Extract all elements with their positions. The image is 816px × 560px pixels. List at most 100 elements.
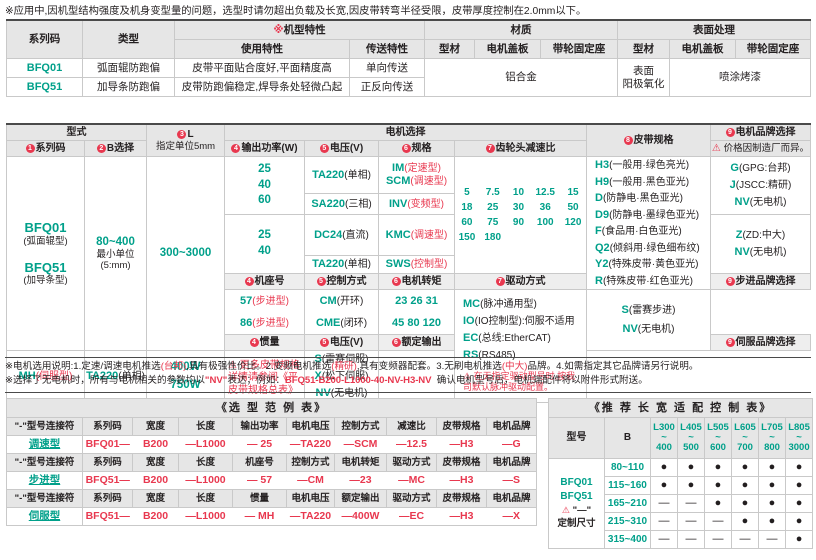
example-value-text: X [513,510,521,523]
spec-cell-surface-profile: 表面 阳极氧化 [617,58,671,97]
length-bot: 800 [764,441,780,453]
badge-9-icon: 9 [725,337,735,347]
recommend-mark: ● [731,476,759,495]
mid-note-2q: "NV" [204,374,228,386]
ratio: 75 [487,217,499,228]
gear-ratio-grid: 5 7.5 10 12.5 15 18 25 30 36 50 60 [455,185,586,245]
divider-rule-2 [5,392,811,393]
builder-th-spec: 6 规格 [378,140,455,157]
example-col-header: 宽度 [132,417,179,436]
top-note-text: ※应用中,因机型结构强度及机身变型量的问题，选型时请勿超出负载及长宽,因皮带转弯… [5,6,587,17]
builder-th-voltage-label: 电压(V) [329,142,364,154]
power-value: 60 [258,194,271,207]
recommend-title-row: 《推 荐 长 宽 适 配 控 制 表》 [547,398,814,418]
torque-row-2: 45 80 120 [392,317,441,329]
ratio: 18 [461,202,473,213]
badge-4-icon: 4 [231,143,241,153]
example-value: B200 [132,471,179,490]
spec-code: INV [388,197,408,210]
example-value: —S [486,471,538,490]
recommend-table-wrap: 《推 荐 长 宽 适 配 控 制 表》 型号 B L300 ~ 400 L405… [547,398,814,549]
recommend-b-value: 80~110 [604,458,651,477]
control-code: CME [315,317,341,329]
example-value-text: CM [307,474,324,487]
builder-th-series-code-label: 系列码 [35,142,66,154]
tilde-icon: ~ [715,432,721,444]
length-top: L300 [653,422,675,434]
brand-code: S [621,304,629,317]
recommend-table: 《推 荐 长 宽 适 配 控 制 表》 型号 B L300 ~ 400 L405… [547,398,814,549]
spec-cell-type: 加导条防跑偏 [82,77,175,97]
spec-note: (定速型) [404,163,441,175]
drive-code: IO [463,315,475,328]
brand-note: (无电机) [749,247,787,258]
example-col-header: 长度 [178,489,233,508]
belt-item: Q2(倾斜用·绿色细布纹) [595,240,710,257]
belt-note: (食品用·白色亚光) [601,226,682,237]
example-col-header: 电机转矩 [334,453,387,472]
example-col-header: 驱动方式 [386,453,437,472]
tilde-icon: ~ [742,432,748,444]
brand-item: Z(ZD:中大) [711,227,810,244]
spec-th-series-code: 系列码 [6,19,83,59]
builder-cell-ac-brands: G(GPG:台邦) J(JSCC:精研) NV(无电机) [710,156,811,215]
spec-overview-table: 系列码 类型 ※机型特性 材质 表面处理 使用特性 传送特性 型材 电机盖板 带… [6,19,812,97]
belt-item: D(防静电·黑色亚光) [595,190,710,207]
example-value: BFQ01— [82,435,133,454]
builder-th-belt-label: 皮带规格 [633,134,674,146]
badge-1-icon: 1 [25,143,35,153]
voltage-code: DC24 [314,228,343,241]
belt-item: R(特殊皮带·红色亚光) [595,273,710,290]
spec-header-row-1: 系列码 类型 ※机型特性 材质 表面处理 [6,19,812,59]
example-value-text: 23 [359,474,372,487]
builder-servo-body-row: MH(伺服型) TA220(单相) 400W 750W ⚠ 更多皮带规格详情请参… [6,349,811,404]
belt-item: Y2(特殊皮带·黄色亚光) [595,256,710,273]
badge-5-icon: 5 [319,337,329,347]
ratio: 15 [567,187,579,198]
example-value: — 25 [232,435,287,454]
ratio: 100 [536,217,554,228]
badge-2-icon: 2 [96,143,106,153]
recommend-th-model: 型号 [548,417,605,459]
belt-code: H9 [595,175,610,188]
example-dash: — [185,438,196,451]
example-dash: — [502,510,514,523]
frame-code: 86 [240,317,253,329]
builder-cell-power-ac1: 25 40 60 [224,156,305,215]
spec-th-material: 材质 [423,19,619,40]
example-col-header: 长度 [178,453,233,472]
builder-th-output-power-label: 输出功率(W) [241,142,298,154]
builder-th-frame-no: 4 机座号 [224,273,305,290]
builder-th-voltage2-label: 电压(V) [329,336,364,348]
belt-code: Y2 [595,258,609,270]
recommend-header-row: 型号 B L300 ~ 400 L405 ~ 500 L505 ~ 600 [548,417,814,459]
example-value: —TA220 [286,507,335,526]
brand-item: NV(无电机) [711,194,810,211]
badge-8-icon: 8 [623,135,633,145]
example-value: —TA220 [286,435,335,454]
badge-9-icon: 9 [725,127,735,137]
recommend-mark: — [677,512,705,531]
warning-triangle-icon: ⚠ [561,505,570,516]
example-col-header: 宽度 [132,489,179,508]
series-code-2: BFQ51 [24,260,67,275]
builder-th-voltage-2: 5 电压(V) [304,334,379,351]
voltage-note: (直流) [342,229,369,241]
example-value-text: 57 [260,474,273,487]
example-dash: — [185,474,196,487]
belt-note: (特殊皮带·红色亚光) [602,275,693,287]
spec-th-use-feature: 使用特性 [174,39,350,59]
spec-th-model-feature: ※机型特性 [174,19,425,40]
builder-cell-frames: 57(步进型) 86(步进型) [224,289,305,335]
recommend-b-value: 115~160 [604,476,651,495]
ratio: 60 [461,217,473,228]
example-col-header: 皮带规格 [436,453,487,472]
voltage-code: TA220 [312,258,345,271]
rated-value: 400W [170,361,201,374]
brand-item: X(松下伺服) [305,368,378,385]
example-value: —400W [334,507,387,526]
builder-th-length-sub: 指定单位5mm [155,140,216,152]
tilde-icon: ~ [661,432,667,444]
builder-th-gear-ratio: 7 齿轮头减速比 [454,140,587,157]
